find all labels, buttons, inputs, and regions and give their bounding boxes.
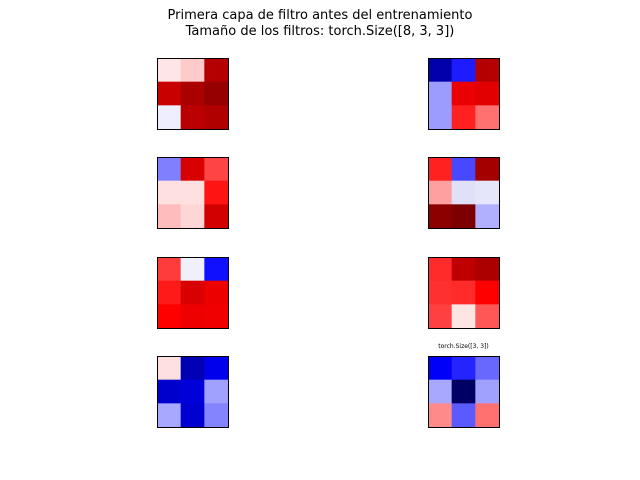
- filter-6-cell-2-0: [157, 403, 182, 428]
- filter-7-cell-0-1: [451, 356, 476, 381]
- filter-2-cell-1-2: [204, 180, 229, 205]
- filter-4-cell-0-1: [180, 257, 205, 282]
- filter-1-cell-2-2: [475, 105, 500, 130]
- filter-0-cell-1-0: [157, 81, 182, 106]
- filter-4-cell-0-0: [157, 257, 182, 282]
- filter-5-cell-2-0: [428, 304, 453, 329]
- filter-panel-frame-1: [428, 58, 500, 130]
- filter-7-cell-1-0: [428, 379, 453, 404]
- filter-4-cell-2-0: [157, 304, 182, 329]
- filter-2-cell-0-0: [157, 157, 182, 182]
- filter-6-cell-0-1: [180, 356, 205, 381]
- filter-3-cell-2-1: [451, 204, 476, 229]
- filter-3-cell-2-2: [475, 204, 500, 229]
- filter-1-cell-2-0: [428, 105, 453, 130]
- filter-1-cell-1-0: [428, 81, 453, 106]
- filter-1-cell-1-1: [451, 81, 476, 106]
- filter-0-cell-1-2: [204, 81, 229, 106]
- filter-4-cell-2-2: [204, 304, 229, 329]
- filter-3-cell-0-2: [475, 157, 500, 182]
- filter-6-cell-1-0: [157, 379, 182, 404]
- filter-3-cell-0-0: [428, 157, 453, 182]
- filter-3-cell-1-2: [475, 180, 500, 205]
- filter-0-cell-0-1: [180, 58, 205, 83]
- filter-4-cell-1-2: [204, 280, 229, 305]
- filter-0-cell-2-0: [157, 105, 182, 130]
- filter-5-cell-1-2: [475, 280, 500, 305]
- filter-panel-3: [428, 157, 500, 229]
- filter-panel-2: [157, 157, 229, 229]
- filter-1-cell-1-2: [475, 81, 500, 106]
- filter-5-cell-0-0: [428, 257, 453, 282]
- filter-1-cell-2-1: [451, 105, 476, 130]
- filter-panel-frame-2: [157, 157, 229, 229]
- filter-panel-frame-7: [428, 356, 500, 428]
- filter-1-cell-0-2: [475, 58, 500, 83]
- filter-7-cell-2-1: [451, 403, 476, 428]
- filter-2-cell-2-1: [180, 204, 205, 229]
- filter-1-cell-0-1: [451, 58, 476, 83]
- filter-5-cell-2-1: [451, 304, 476, 329]
- filter-7-cell-1-2: [475, 379, 500, 404]
- filter-panel-frame-5: [428, 257, 500, 329]
- filter-4-cell-2-1: [180, 304, 205, 329]
- filter-2-cell-0-2: [204, 157, 229, 182]
- filter-0-cell-0-0: [157, 58, 182, 83]
- filter-7-cell-2-0: [428, 403, 453, 428]
- filter-3-cell-1-1: [451, 180, 476, 205]
- figure-subtitle: Tamaño de los filtros: torch.Size([8, 3,…: [185, 24, 455, 39]
- filter-panel-frame-0: [157, 58, 229, 130]
- filter-5-cell-1-1: [451, 280, 476, 305]
- filter-panel-label-7: torch.Size([3, 3]): [438, 343, 489, 350]
- filter-panel-1: [428, 58, 500, 130]
- filter-7-cell-1-1: [451, 379, 476, 404]
- filter-2-cell-0-1: [180, 157, 205, 182]
- filter-0-cell-2-1: [180, 105, 205, 130]
- filter-panel-6: [157, 356, 229, 428]
- filter-5-cell-0-1: [451, 257, 476, 282]
- filter-6-cell-1-1: [180, 379, 205, 404]
- filter-4-cell-1-0: [157, 280, 182, 305]
- filter-3-cell-2-0: [428, 204, 453, 229]
- filter-0-cell-2-2: [204, 105, 229, 130]
- filter-panel-4: [157, 257, 229, 329]
- filter-5-cell-2-2: [475, 304, 500, 329]
- filter-2-cell-1-1: [180, 180, 205, 205]
- filter-5-cell-1-0: [428, 280, 453, 305]
- filter-panel-frame-6: [157, 356, 229, 428]
- filter-0-cell-0-2: [204, 58, 229, 83]
- filter-4-cell-0-2: [204, 257, 229, 282]
- filter-3-cell-1-0: [428, 180, 453, 205]
- filter-3-cell-0-1: [451, 157, 476, 182]
- filter-panel-5: [428, 257, 500, 329]
- filter-2-cell-1-0: [157, 180, 182, 205]
- figure-title: Primera capa de filtro antes del entrena…: [167, 8, 473, 23]
- filter-7-cell-0-2: [475, 356, 500, 381]
- filter-4-cell-1-1: [180, 280, 205, 305]
- filter-panel-frame-4: [157, 257, 229, 329]
- filter-5-cell-0-2: [475, 257, 500, 282]
- filter-2-cell-2-2: [204, 204, 229, 229]
- filter-1-cell-0-0: [428, 58, 453, 83]
- filter-6-cell-0-0: [157, 356, 182, 381]
- filter-panel-7: torch.Size([3, 3]): [428, 343, 500, 428]
- filter-0-cell-1-1: [180, 81, 205, 106]
- filter-6-cell-2-2: [204, 403, 229, 428]
- filter-6-cell-2-1: [180, 403, 205, 428]
- filter-6-cell-0-2: [204, 356, 229, 381]
- filter-panel-frame-3: [428, 157, 500, 229]
- filter-7-cell-2-2: [475, 403, 500, 428]
- filter-6-cell-1-2: [204, 379, 229, 404]
- filter-7-cell-0-0: [428, 356, 453, 381]
- filter-panel-0: [157, 58, 229, 130]
- filter-2-cell-2-0: [157, 204, 182, 229]
